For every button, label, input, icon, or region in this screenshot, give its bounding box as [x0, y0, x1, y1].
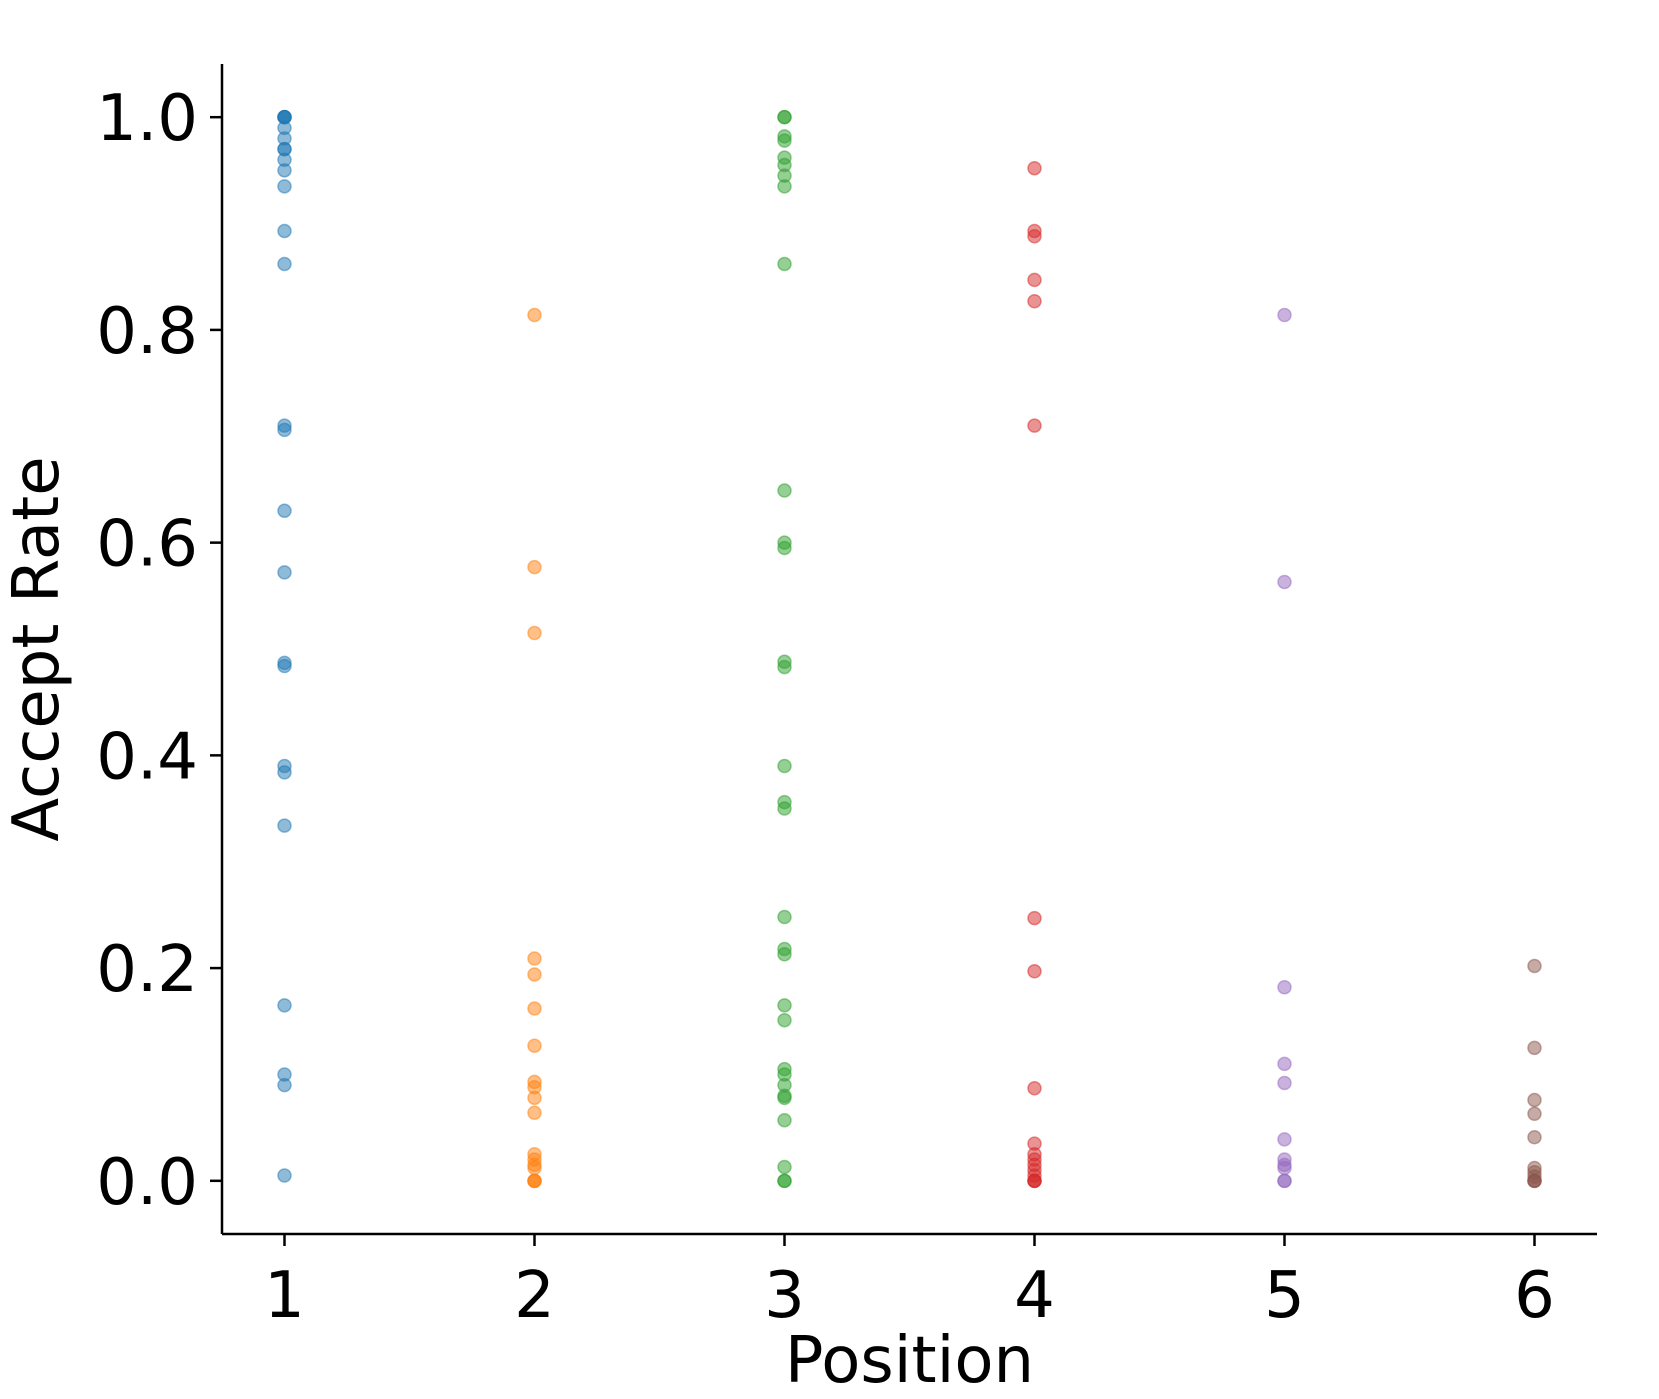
x-tick-label: 6: [1514, 1259, 1555, 1333]
y-tick-label: 0.8: [96, 295, 198, 369]
data-point: [1027, 272, 1042, 288]
x-tick-label: 2: [514, 1259, 555, 1333]
x-axis-title: Position: [785, 1324, 1034, 1398]
data-point: [527, 625, 542, 641]
x-tick-label: 5: [1264, 1259, 1305, 1333]
data-point: [277, 503, 292, 518]
ticks-layer: 1 2 3 4 5 6 0.0 0.2 0.4 0.6 0.8 1.0: [96, 82, 1555, 1333]
data-point: [277, 1077, 292, 1093]
data-point: [777, 1159, 792, 1175]
data-point: [777, 1090, 792, 1106]
data-point: [277, 1168, 292, 1183]
data-point: [1027, 964, 1042, 979]
data-point: [1277, 1075, 1292, 1091]
data-point: [1027, 910, 1042, 926]
data-point: [1027, 160, 1042, 176]
data-point: [777, 1112, 792, 1128]
data-point: [277, 998, 292, 1013]
data-point: [277, 765, 292, 780]
data-point: [527, 951, 542, 966]
series-position-4: [1027, 160, 1042, 1189]
x-tick-label: 1: [264, 1259, 305, 1333]
x-tick-label: 4: [1014, 1259, 1055, 1333]
data-point: [777, 758, 792, 774]
data-point: [777, 133, 792, 148]
data-point: [777, 256, 792, 272]
data-point: [777, 909, 792, 925]
data-point: [527, 967, 542, 982]
data-point: [777, 659, 792, 675]
y-tick-label: 0.4: [96, 720, 198, 794]
x-tick-label: 3: [764, 1259, 805, 1333]
data-point: [527, 559, 542, 575]
series-position-6: [1527, 958, 1542, 1189]
data-point: [277, 256, 292, 272]
data-point: [1277, 1056, 1292, 1072]
data-point: [1277, 574, 1292, 590]
data-point: [777, 179, 792, 194]
data-point: [527, 1160, 542, 1176]
series-position-5: [1277, 307, 1292, 1189]
data-point: [1277, 1160, 1292, 1176]
data-point: [777, 109, 792, 125]
y-tick-label: 0.0: [96, 1146, 198, 1220]
data-point: [1277, 307, 1292, 323]
data-point: [1027, 1081, 1042, 1096]
data-point: [277, 163, 292, 178]
series-position-2: [527, 307, 542, 1189]
data-point: [777, 947, 792, 962]
data-point: [777, 801, 792, 816]
data-point: [527, 307, 542, 323]
data-point: [777, 1012, 792, 1028]
data-point: [277, 179, 292, 194]
y-tick-label: 0.6: [96, 508, 198, 582]
data-point: [1277, 1173, 1292, 1189]
data-point: [777, 483, 792, 498]
y-tick-label: 0.2: [96, 933, 198, 1007]
data-point: [1277, 979, 1292, 995]
data-point: [1277, 1132, 1292, 1147]
data-point: [527, 1173, 542, 1189]
data-point: [1527, 1129, 1542, 1145]
data-point: [777, 998, 792, 1013]
data-point: [277, 565, 292, 580]
y-tick-label: 1.0: [96, 82, 198, 156]
data-point: [1527, 1173, 1542, 1189]
data-point: [277, 818, 292, 833]
y-axis-title: Accept Rate: [0, 456, 74, 841]
series-position-1: [277, 109, 292, 1183]
data-point: [1527, 958, 1542, 974]
data-point: [277, 223, 292, 239]
data-point: [1027, 1173, 1042, 1189]
data-point: [527, 1001, 542, 1016]
data-point: [1027, 293, 1042, 309]
data-point: [777, 1173, 792, 1189]
axes-layer: [220, 64, 1597, 1236]
data-point: [277, 422, 292, 438]
data-point: [277, 658, 292, 674]
data-point: [1527, 1040, 1542, 1056]
data-point: [1027, 229, 1042, 244]
points-layer: [277, 109, 1542, 1189]
series-position-3: [777, 109, 792, 1189]
data-point: [527, 1090, 542, 1106]
data-point: [777, 540, 792, 556]
data-point: [527, 1038, 542, 1053]
data-point: [527, 1105, 542, 1120]
data-point: [1527, 1106, 1542, 1122]
data-point: [1027, 418, 1042, 433]
data-point: [1527, 1092, 1542, 1108]
